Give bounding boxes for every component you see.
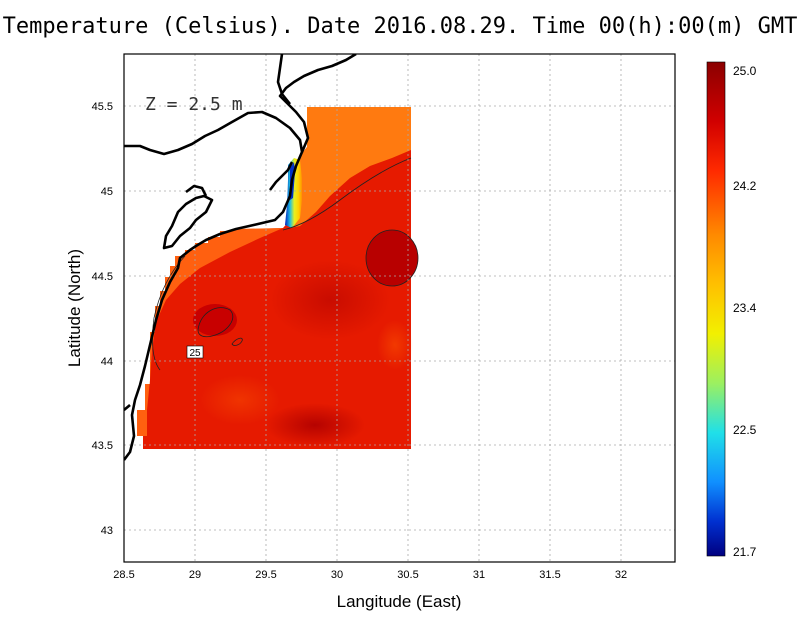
contour-line-25 (282, 157, 412, 231)
grid-lines (124, 54, 675, 562)
coastline-south (124, 404, 131, 411)
colorbar-tick-21.7: 21.7 (733, 545, 757, 559)
contour-ring-small (231, 337, 243, 346)
y-tick-45: 45 (101, 186, 113, 198)
chart-title: Temperature (Celsius). Date 2016.08.29. … (2, 14, 798, 39)
coastline-north (278, 54, 357, 153)
coastline-main (124, 110, 304, 461)
y-tick-43.5: 43.5 (92, 440, 113, 452)
coastline (124, 54, 357, 461)
river-plume (285, 158, 302, 228)
temperature-field-orange-north (290, 107, 411, 228)
contour-label-text: 25 (189, 348, 201, 359)
x-tick-30.5: 30.5 (397, 569, 418, 581)
x-tick-32: 32 (615, 569, 627, 581)
x-axis-ticks: 28.5 29 29.5 30 30.5 31 31.5 32 (113, 569, 627, 581)
temperature-field-warm (137, 107, 411, 449)
warm-core-south (265, 403, 365, 447)
warm-core-west (193, 304, 237, 336)
contour-label-box (186, 345, 204, 359)
y-tick-44: 44 (101, 356, 113, 368)
x-axis-label: Langitude (East) (337, 592, 462, 611)
y-axis-label: Latitude (North) (65, 249, 84, 367)
x-tick-29.5: 29.5 (255, 569, 276, 581)
orange-patch-south (200, 375, 280, 425)
coastline-lagoon-west (162, 194, 214, 250)
y-axis-ticks: 43 43.5 44 44.5 45 45.5 (92, 101, 113, 537)
colorbar-tick-24.2: 24.2 (733, 179, 757, 193)
contour-ring-east (365, 229, 419, 287)
depth-label: Z = 2.5 m (145, 94, 243, 115)
warm-patch-center (270, 260, 390, 340)
contour-ring-west (197, 307, 234, 338)
temperature-field (137, 107, 419, 449)
y-tick-44.5: 44.5 (92, 271, 113, 283)
orange-patch-east (377, 320, 413, 370)
y-tick-45.5: 45.5 (92, 101, 113, 113)
x-tick-31.5: 31.5 (539, 569, 560, 581)
colorbar-tick-22.5: 22.5 (733, 423, 757, 437)
colorbar-gradient (706, 61, 726, 557)
coastline-delta (268, 161, 294, 191)
colorbar-tick-23.4: 23.4 (733, 301, 757, 315)
coastline-inlet (276, 54, 292, 105)
x-tick-28.5: 28.5 (113, 569, 134, 581)
x-tick-29: 29 (189, 569, 201, 581)
y-tick-43: 43 (101, 525, 113, 537)
x-tick-30: 30 (331, 569, 343, 581)
contour-label: 25 (186, 345, 204, 359)
contour-line-25-coast (152, 255, 186, 371)
warm-core-east (366, 230, 418, 286)
coastline-lagoon-north (185, 184, 208, 197)
plot-frame (123, 53, 676, 563)
x-tick-31: 31 (473, 569, 485, 581)
colorbar-tick-25.0: 25.0 (733, 64, 757, 78)
temperature-field-orange-coast (137, 228, 283, 436)
colorbar: 25.0 24.2 23.4 22.5 21.7 (706, 61, 757, 559)
